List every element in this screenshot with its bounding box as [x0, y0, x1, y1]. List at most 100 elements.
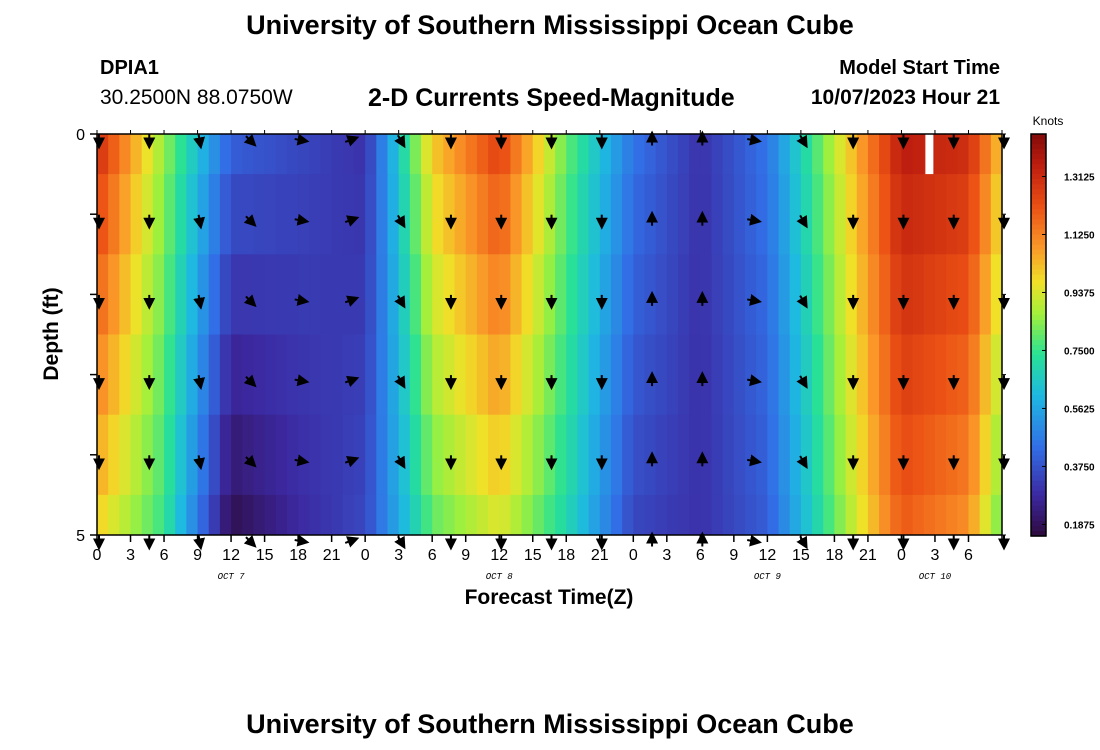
colorbar-segment: [1031, 234, 1046, 241]
x-tick-label: 6: [160, 547, 169, 564]
colorbar-segment: [1031, 360, 1046, 366]
heatmap-cell: [309, 414, 322, 496]
heatmap-cell: [97, 174, 109, 255]
heatmap-cell: [231, 414, 243, 496]
current-vector-arrow: [294, 213, 310, 226]
heatmap-cell: [990, 134, 1002, 175]
heatmap-cell: [532, 174, 545, 255]
heatmap-cell: [823, 494, 836, 535]
colorbar-segment: [1031, 219, 1046, 226]
colorbar-segment: [1031, 345, 1046, 351]
heatmap-cell: [711, 414, 724, 496]
heatmap-cell: [733, 134, 746, 175]
heatmap-cell: [823, 334, 836, 416]
heatmap-cell: [454, 174, 467, 255]
heatmap-cell: [476, 134, 489, 175]
heatmap-cell: [823, 254, 836, 336]
heatmap-cell: [488, 134, 500, 175]
heatmap-cell: [208, 254, 221, 336]
heatmap-cell: [745, 334, 757, 416]
heatmap-cell: [208, 134, 221, 175]
x-tick-label: 0: [629, 547, 638, 564]
heatmap-cell: [934, 134, 947, 175]
heatmap-cell: [867, 494, 880, 535]
heatmap-cell: [934, 254, 947, 336]
heatmap-cell: [610, 254, 623, 336]
heatmap-cell: [320, 174, 333, 255]
heatmap-cell: [800, 494, 813, 535]
heatmap-cell: [588, 174, 601, 255]
heatmap-cell: [253, 174, 266, 255]
heatmap-cell: [499, 254, 511, 336]
heatmap-cell: [812, 494, 824, 535]
heatmap-cell: [264, 334, 277, 416]
current-vector-arrow: [747, 294, 762, 306]
heatmap-cell: [901, 254, 914, 336]
colorbar-segment: [1031, 420, 1046, 427]
heatmap-cell: [376, 334, 389, 416]
heatmap-cell: [387, 174, 400, 255]
heatmap-cell: [633, 494, 646, 535]
colorbar-segment: [1031, 490, 1046, 497]
heatmap-cell: [823, 174, 836, 255]
heatmap-cell: [421, 134, 433, 175]
heatmap-cell: [990, 174, 1002, 255]
heatmap-cell: [912, 334, 925, 416]
heatmap-cell: [666, 414, 679, 496]
current-vector-arrow: [243, 374, 257, 388]
heatmap-cell: [119, 174, 132, 255]
heatmap-cell: [409, 254, 422, 336]
colorbar-segment: [1031, 460, 1046, 467]
heatmap-cell: [633, 174, 646, 255]
heatmap-cell: [320, 414, 333, 496]
colorbar-segment: [1031, 244, 1046, 251]
heatmap-cell: [946, 494, 958, 535]
x-tick-label: 6: [964, 547, 973, 564]
page-title: University of Southern Mississippi Ocean…: [246, 10, 854, 40]
model-start-label: Model Start Time: [839, 57, 1000, 79]
heatmap-cell: [778, 334, 791, 416]
colorbar-tick-label: 1.1250: [1064, 231, 1095, 242]
heatmap-cell: [767, 334, 780, 416]
heatmap-cell: [320, 334, 333, 416]
heatmap-cell: [745, 134, 757, 175]
x-tick-label: 18: [557, 547, 575, 564]
colorbar-segment: [1031, 425, 1046, 432]
colorbar-segment: [1031, 159, 1046, 165]
heatmap-cell: [677, 134, 690, 175]
heatmap-cell: [309, 334, 322, 416]
heatmap-cell: [968, 334, 981, 416]
heatmap-cell: [968, 494, 981, 535]
heatmap-cell: [990, 414, 1002, 496]
heatmap-cell: [342, 414, 355, 496]
heatmap-cell: [208, 494, 221, 535]
heatmap-cell: [521, 494, 534, 535]
x-tick-label: 9: [461, 547, 470, 564]
heatmap-cell: [588, 414, 601, 496]
x-axis-label: Forecast Time(Z): [465, 586, 634, 609]
heatmap-cell: [398, 254, 411, 336]
heatmap-cell: [666, 334, 679, 416]
x-tick-label: 21: [323, 547, 341, 564]
heatmap-cell: [767, 254, 780, 336]
x-tick-label: 15: [256, 547, 274, 564]
heatmap-cell: [443, 254, 456, 336]
colorbar-segment: [1031, 340, 1046, 346]
heatmap-cell: [309, 254, 322, 336]
heatmap-cell: [890, 174, 903, 255]
heatmap-cell: [286, 414, 299, 496]
heatmap-cell: [934, 414, 947, 496]
heatmap-cell: [577, 494, 590, 535]
colorbar-segment: [1031, 289, 1046, 296]
heatmap-cell: [689, 174, 701, 255]
colorbar-segment: [1031, 350, 1046, 356]
heatmap-cell: [689, 414, 701, 496]
x-tick-label: 18: [826, 547, 844, 564]
heatmap-cell: [555, 494, 567, 535]
heatmap-cell: [778, 494, 791, 535]
missing-data-marker: [925, 134, 934, 175]
heatmap-cell: [264, 254, 277, 336]
heatmap-cell: [599, 494, 612, 535]
heatmap-cell: [409, 334, 422, 416]
current-vector-arrow: [294, 454, 310, 467]
